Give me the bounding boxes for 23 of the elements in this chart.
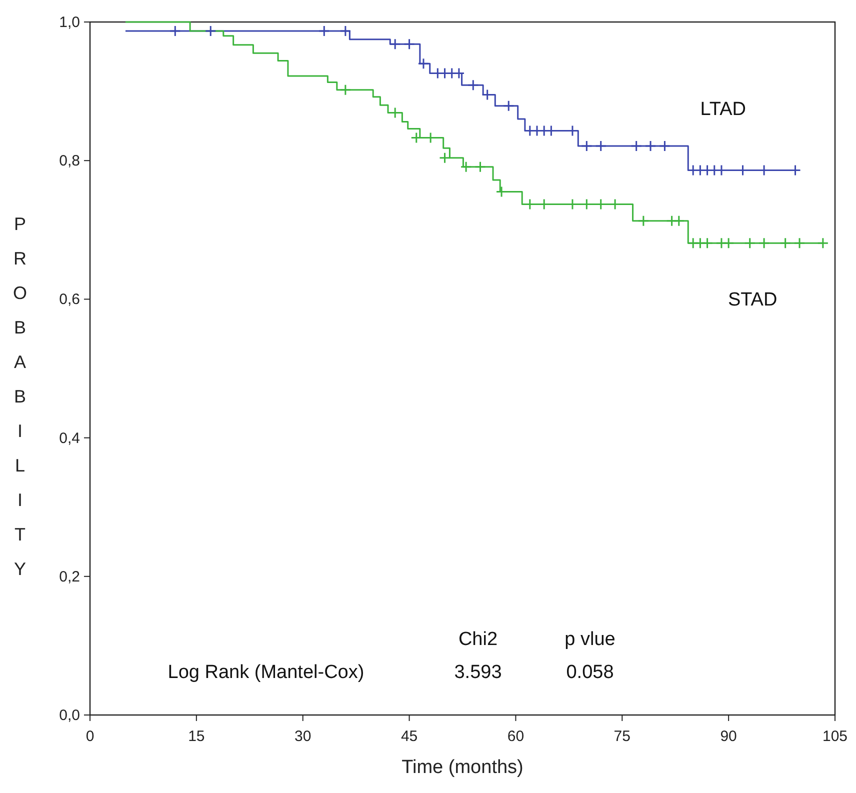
annotation: Chi2 [458,629,498,650]
y-tick-label: 0,4 [59,430,80,447]
annotation: Log Rank (Mantel-Cox) [168,662,364,683]
series-label: LTAD [700,98,746,120]
annotation: p vlue [564,629,616,650]
annotation: 0.058 [566,662,614,683]
x-tick-label: 30 [294,728,312,745]
x-tick-label: 60 [507,728,524,745]
x-axis-title: Time (months) [402,757,524,778]
y-tick-label: 0,8 [59,152,80,170]
x-tick-label: 75 [614,728,630,745]
text: STAD [728,289,778,310]
y-tick-label: 0,0 [59,707,80,724]
x-tick-label: 15 [188,728,205,745]
y-tick-label: 0,6 [59,291,80,308]
text: PROBABILITY [12,214,28,579]
x-tick-label: 90 [720,728,737,745]
annotation: 3.593 [454,662,502,683]
y-tick-label: 0,2 [59,568,80,586]
x-tick-label: 105 [822,728,848,745]
x-tick-label: 45 [400,728,418,745]
y-tick-label: 1,0 [59,14,80,31]
x-tick-label: 0 [86,728,94,745]
